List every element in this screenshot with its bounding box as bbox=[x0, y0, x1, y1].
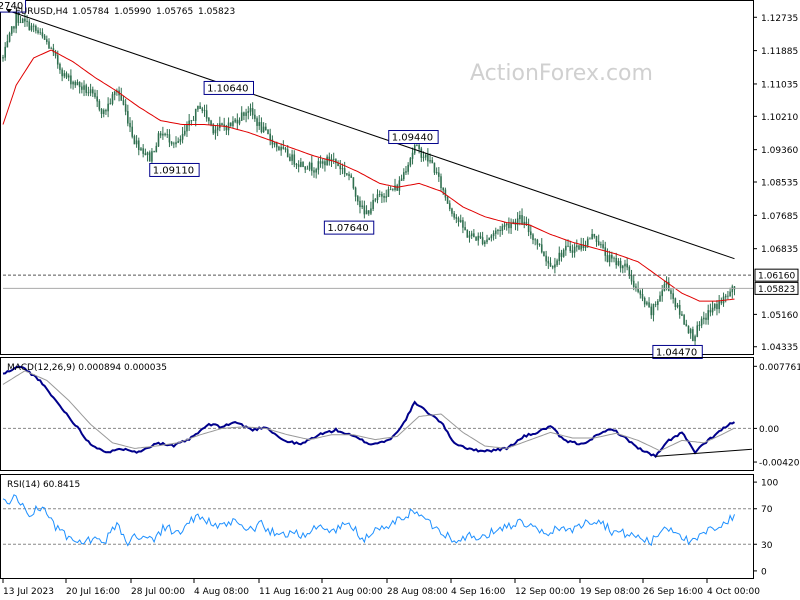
time-axis-label: 4 Sep 16:00 bbox=[451, 587, 506, 597]
header-symbol: EURUSD,H4 bbox=[15, 7, 68, 17]
macd-line bbox=[2, 365, 736, 459]
price-axis-label: 1.06835 bbox=[761, 245, 798, 255]
rsi-line bbox=[2, 494, 735, 547]
time-axis-label: 4 Aug 08:00 bbox=[194, 587, 249, 597]
macd-signal-line bbox=[2, 370, 735, 452]
rsi-panel-frame bbox=[0, 474, 754, 579]
price-axis-label: 1.07685 bbox=[761, 212, 798, 222]
price-axis-label: 1.09360 bbox=[761, 146, 798, 156]
price-annotation-box bbox=[203, 80, 255, 95]
price-axis-label: 1.04335 bbox=[761, 343, 798, 353]
rsi-title: RSI(14) 60.8415 bbox=[7, 480, 80, 490]
price-annotation-label: 1.10640 bbox=[207, 83, 248, 94]
time-axis-label: 12 Sep 00:00 bbox=[515, 587, 575, 597]
header-close: 1.05823 bbox=[198, 7, 235, 17]
time-axis-label: 28 Jul 00:00 bbox=[131, 587, 185, 597]
price-layer bbox=[2, 7, 753, 346]
price-axis-tag-label: 1.05823 bbox=[758, 285, 795, 295]
price-annotation-box bbox=[388, 130, 439, 145]
price-annotation-label: 1.09440 bbox=[392, 133, 433, 144]
moving-average-line bbox=[2, 49, 735, 302]
header-open: 1.05784 bbox=[72, 7, 109, 17]
price-axis: 1.12735 1.11885 1.11035 1.10210 1.09360 1.085… bbox=[753, 14, 799, 353]
price-annotation-label: 1.04470 bbox=[656, 347, 697, 358]
price-annotation-box bbox=[652, 344, 703, 359]
time-axis-label: 4 Oct 00:00 bbox=[707, 587, 760, 597]
time-axis: 13 Jul 2023 20 Jul 16:00 28 Jul 00:00 4 Aug… bbox=[2, 578, 760, 597]
macd-layer bbox=[2, 365, 753, 459]
rsi-axis: 100 70 30 0 bbox=[753, 479, 778, 577]
price-header: EURUSD,H4 1.05784 1.05990 1.05765 1.0582… bbox=[6, 7, 235, 17]
price-axis-label: 1.10210 bbox=[761, 113, 798, 123]
time-axis-label: 21 Aug 00:00 bbox=[322, 587, 383, 597]
header-low: 1.05765 bbox=[156, 7, 193, 17]
price-axis-label: 1.05160 bbox=[761, 311, 798, 321]
time-axis-label: 26 Sep 16:00 bbox=[643, 587, 703, 597]
time-axis-label: 11 Aug 16:00 bbox=[259, 587, 320, 597]
price-annotation-box bbox=[323, 220, 375, 235]
macd-trendline bbox=[655, 448, 753, 457]
time-axis-label: 20 Jul 16:00 bbox=[66, 587, 120, 597]
macd-title: MACD(12,26,9) 0.000894 0.000035 bbox=[7, 363, 167, 373]
price-panel-frame bbox=[0, 0, 754, 355]
time-axis-label: 19 Sep 08:00 bbox=[580, 587, 640, 597]
macd-panel-frame bbox=[0, 357, 754, 471]
price-annotation-label: 2740 bbox=[0, 1, 23, 12]
price-axis-label: 1.08535 bbox=[761, 179, 798, 189]
time-axis-label: 13 Jul 2023 bbox=[3, 587, 54, 597]
watermark: ActionForex.com bbox=[470, 61, 653, 86]
price-axis-tag bbox=[754, 268, 799, 282]
price-annotation-label: 1.09110 bbox=[153, 165, 194, 176]
rsi-axis-label: 100 bbox=[761, 479, 778, 489]
price-annotations: 2740 1.10640 1.09110 1.09440 1.07640 1.04470 bbox=[0, 0, 703, 359]
price-annotation-box bbox=[149, 162, 200, 177]
resistance-trendline bbox=[2, 8, 735, 260]
price-axis-label: 1.12735 bbox=[761, 14, 798, 24]
macd-axis-label: 0.00 bbox=[759, 425, 779, 435]
macd-axis-label: -0.004205 bbox=[759, 459, 800, 469]
macd-axis-label: 0.007761 bbox=[759, 363, 800, 373]
price-axis-label: 1.11035 bbox=[761, 80, 798, 90]
header-high: 1.05990 bbox=[114, 7, 151, 17]
rsi-axis-label: 0 bbox=[761, 567, 767, 577]
rsi-axis-label: 70 bbox=[761, 505, 773, 515]
macd-axis: 0.007761 0.00 -0.004205 bbox=[753, 363, 800, 469]
price-axis-label: 1.11885 bbox=[761, 47, 798, 57]
time-axis-label: 28 Aug 08:00 bbox=[387, 587, 448, 597]
rsi-axis-label: 30 bbox=[761, 541, 773, 551]
dropdown-triangle-icon[interactable] bbox=[6, 9, 12, 13]
price-axis-tag bbox=[754, 281, 799, 295]
rsi-layer bbox=[2, 494, 753, 547]
price-axis-tag-label: 1.06160 bbox=[758, 272, 795, 282]
price-annotation-label: 1.07640 bbox=[327, 223, 368, 234]
